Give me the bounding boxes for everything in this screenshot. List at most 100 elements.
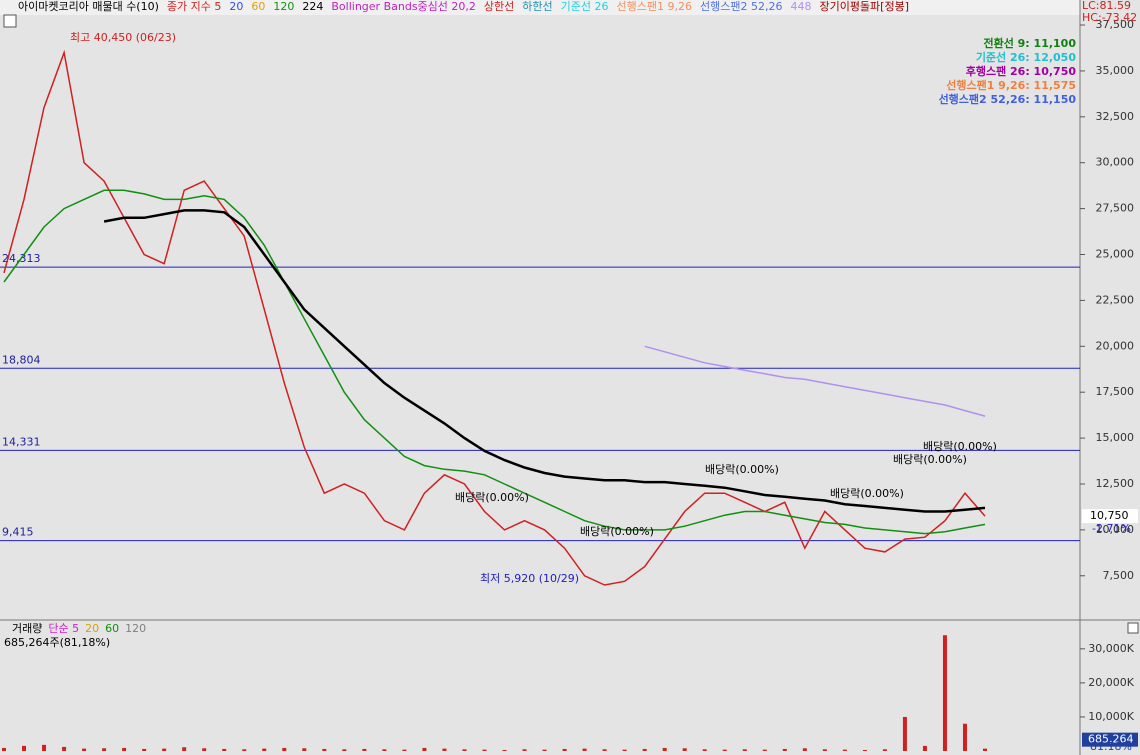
legend-item: 60 bbox=[105, 622, 119, 635]
series-line bbox=[103, 209, 986, 513]
legend-item: 거래량 bbox=[12, 622, 42, 635]
volume-bar bbox=[922, 745, 927, 751]
level-label: 18,804 bbox=[2, 353, 41, 366]
ratio-label: 81.18% bbox=[1090, 740, 1132, 753]
y-tick-label: 15,000 bbox=[1096, 431, 1135, 444]
legend-bar bbox=[0, 0, 1080, 15]
y-tick-label: 25,000 bbox=[1096, 248, 1135, 261]
volume-bar bbox=[582, 748, 587, 751]
y-tick-label: 22,500 bbox=[1096, 293, 1135, 306]
volume-bar bbox=[662, 747, 667, 751]
volume-bar bbox=[522, 749, 527, 751]
annotation: 배당락(0.00%) bbox=[455, 491, 529, 504]
volume-bar bbox=[942, 635, 947, 751]
series-line bbox=[3, 49, 986, 586]
volume-bar bbox=[562, 748, 567, 751]
volume-bar bbox=[742, 749, 747, 751]
volume-tag-label: 685,264 bbox=[1088, 733, 1134, 746]
legend-item: 20 bbox=[229, 0, 243, 13]
y-tick-label: 30,000 bbox=[1096, 156, 1135, 169]
y-tick-label: 17,500 bbox=[1096, 385, 1135, 398]
y-tick-label: 35,000 bbox=[1096, 64, 1135, 77]
volume-bar bbox=[802, 748, 807, 751]
volume-bar bbox=[822, 749, 827, 751]
volume-bar bbox=[282, 747, 287, 751]
price-tag-label: 10,750 bbox=[1090, 509, 1129, 522]
legend-item: 60 bbox=[251, 0, 265, 13]
legend-item: 장기이평돌파[정봉] bbox=[819, 0, 909, 13]
volume-bar bbox=[502, 749, 507, 751]
volume-bar bbox=[382, 749, 387, 751]
info-label: 기준선 26: 12,050 bbox=[976, 50, 1077, 64]
volume-label: 685,264주(81,18%) bbox=[4, 636, 110, 649]
legend-item: 기준선 26 bbox=[561, 0, 609, 13]
volume-bar bbox=[782, 748, 787, 751]
volume-bar bbox=[862, 749, 867, 751]
annotation: 배당락(0.00%) bbox=[923, 440, 997, 453]
volume-bar bbox=[962, 723, 967, 751]
volume-bar bbox=[722, 749, 727, 751]
volume-bar bbox=[902, 716, 907, 751]
volume-bar bbox=[162, 748, 167, 751]
legend-item: 20 bbox=[85, 622, 99, 635]
volume-bar bbox=[2, 747, 6, 751]
y-tick-label: 20,000 bbox=[1096, 339, 1135, 352]
info-label: 선행스팬1 9,26: 11,575 bbox=[946, 78, 1076, 92]
volume-bar bbox=[322, 748, 327, 751]
annotation: 배당락(0.00%) bbox=[830, 487, 904, 500]
series-line bbox=[3, 189, 986, 535]
y-tick-label: 37,500 bbox=[1096, 18, 1135, 31]
y-tick-label: 30,000K bbox=[1088, 642, 1134, 655]
volume-bar bbox=[482, 749, 487, 751]
y-tick-label: 10,000K bbox=[1088, 710, 1134, 723]
volume-bar bbox=[762, 749, 767, 751]
volume-bar bbox=[442, 748, 447, 751]
volume-bar bbox=[842, 749, 847, 751]
volume-bar bbox=[542, 749, 547, 751]
volume-bar bbox=[202, 748, 207, 751]
volume-bar bbox=[142, 748, 147, 751]
annotation: 배당락(0.00%) bbox=[580, 525, 654, 538]
legend-item: 상한선 bbox=[484, 0, 514, 13]
legend-item: 448 bbox=[790, 0, 811, 13]
volume-bar bbox=[402, 749, 407, 751]
volume-bar bbox=[262, 748, 267, 751]
legend-item: 120 bbox=[125, 622, 146, 635]
volume-bar bbox=[422, 747, 427, 751]
volume-tag bbox=[1082, 732, 1138, 747]
volume-bar bbox=[42, 744, 47, 751]
volume-bar bbox=[462, 749, 467, 751]
legend-item: Bollinger Bands중심선 20,2 bbox=[331, 0, 476, 13]
y-tick-label: 32,500 bbox=[1096, 110, 1135, 123]
info-label: 후행스팬 26: 10,750 bbox=[966, 64, 1077, 78]
annotation: 배당락(0.00%) bbox=[705, 463, 779, 476]
legend-item: 120 bbox=[273, 0, 294, 13]
y-tick-label: 10,000 bbox=[1096, 523, 1135, 536]
price-tag bbox=[1082, 509, 1138, 524]
panel-button[interactable] bbox=[3, 14, 17, 28]
legend-item: 224 bbox=[302, 0, 323, 13]
volume-bar bbox=[602, 749, 607, 751]
volume-bar bbox=[222, 748, 227, 751]
panel-button[interactable] bbox=[1127, 622, 1139, 634]
volume-bar bbox=[362, 748, 367, 751]
side-label: HC:-73.42 bbox=[1082, 11, 1137, 24]
volume-bar bbox=[682, 748, 687, 751]
volume-bar bbox=[102, 748, 107, 751]
legend-item: 선행스팬1 9,26 bbox=[617, 0, 692, 13]
annotation: 배당락(0.00%) bbox=[893, 453, 967, 466]
volume-bar bbox=[62, 746, 67, 751]
volume-bar bbox=[302, 748, 307, 751]
legend-item: 선행스팬2 52,26 bbox=[700, 0, 782, 13]
legend-item: 종가 지수 5 bbox=[167, 0, 221, 13]
y-tick-label: 27,500 bbox=[1096, 202, 1135, 215]
volume-bar bbox=[642, 748, 647, 751]
volume-bar bbox=[342, 749, 347, 751]
level-label: 14,331 bbox=[2, 435, 41, 448]
volume-bar bbox=[242, 749, 247, 751]
volume-bar bbox=[622, 749, 627, 751]
volume-bar bbox=[983, 748, 987, 751]
change-label: -2.71% bbox=[1092, 522, 1131, 535]
